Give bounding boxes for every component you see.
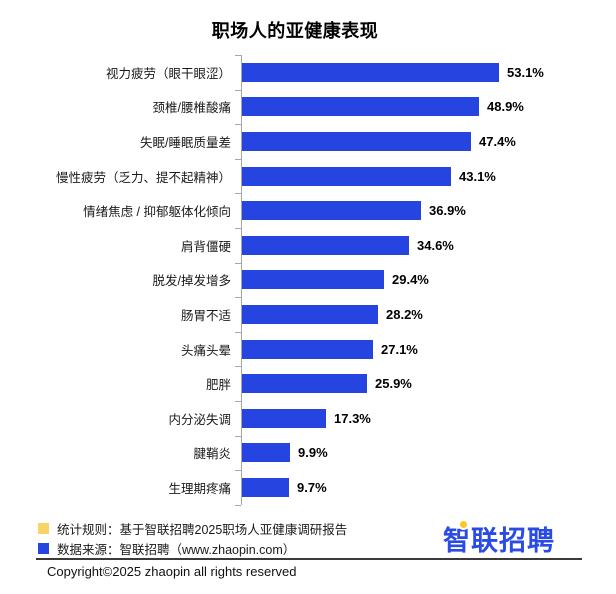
chart-row: 肥胖 25.9% <box>0 366 616 401</box>
bar-chart: 视力疲劳（眼干眼涩） 53.1% 颈椎/腰椎酸痛 48.9% 失眠/睡眠质量差 47.4%… <box>0 55 616 506</box>
bar <box>242 374 367 394</box>
axis-tick <box>235 331 241 333</box>
value-label: 9.7% <box>297 479 327 495</box>
bar-track: 17.3% <box>241 400 616 436</box>
category-label: 腱鞘炎 <box>193 447 231 462</box>
category-label: 肠胃不适 <box>180 308 231 323</box>
value-label: 27.1% <box>381 341 418 357</box>
chart-row: 情绪焦虑 / 抑郁躯体化倾向 36.9% <box>0 193 616 228</box>
chart-title: 职场人的亚健康表现 <box>211 21 379 41</box>
chart-row: 腱鞘炎 9.9% <box>0 435 616 471</box>
value-label: 53.1% <box>507 64 544 80</box>
source-legend: 统计规则：基于智联招聘2025职场人亚健康调研报告 数据来源：智联招聘（www.… <box>38 519 347 559</box>
value-label: 9.9% <box>298 445 328 461</box>
axis-tick <box>235 435 241 437</box>
category-label: 生理期疼痛 <box>168 481 231 496</box>
legend-item-data-source: 数据来源：智联招聘（www.zhaopin.com） <box>38 539 347 558</box>
legend-label: 统计规则：基于智联招聘2025职场人亚健康调研报告 <box>57 523 348 537</box>
value-label: 36.9% <box>429 203 466 219</box>
footer-divider <box>36 558 582 560</box>
bar <box>242 131 471 151</box>
category-label: 肩背僵硬 <box>180 239 231 254</box>
bar <box>242 408 326 428</box>
bar <box>242 62 499 82</box>
chart-row: 慢性疲劳（乏力、提不起精神） 43.1% <box>0 158 616 194</box>
category-label: 肥胖 <box>205 378 231 393</box>
legend-swatch-blue <box>38 543 49 554</box>
axis-tick <box>235 262 241 264</box>
bar <box>242 166 451 186</box>
axis-tick <box>235 124 241 126</box>
legend-label: 数据来源：智联招聘（www.zhaopin.com） <box>57 543 296 557</box>
chart-row: 内分泌失调 17.3% <box>0 400 616 436</box>
bar <box>242 235 409 255</box>
bar-track: 29.4% <box>241 262 616 298</box>
axis-tick <box>235 55 241 56</box>
category-label: 内分泌失调 <box>168 412 231 427</box>
value-label: 28.2% <box>386 306 423 322</box>
chart-row: 失眠/睡眠质量差 47.4% <box>0 124 616 159</box>
value-label: 29.4% <box>392 272 429 288</box>
chart-row: 肩背僵硬 34.6% <box>0 227 616 263</box>
category-label: 头痛头晕 <box>180 343 231 358</box>
value-label: 17.3% <box>334 410 371 426</box>
bar-track: 47.4% <box>241 124 616 159</box>
bar <box>242 443 290 463</box>
bar-track: 53.1% <box>241 55 616 90</box>
chart-row: 颈椎/腰椎酸痛 48.9% <box>0 89 616 125</box>
chart-row: 视力疲劳（眼干眼涩） 53.1% <box>0 55 616 90</box>
axis-tick <box>235 158 241 160</box>
axis-tick <box>235 366 241 368</box>
chart-row: 脱发/掉发增多 29.4% <box>0 262 616 298</box>
axis-tick <box>235 470 241 472</box>
bar-track: 34.6% <box>241 227 616 263</box>
bar <box>242 97 479 117</box>
value-label: 34.6% <box>417 237 454 253</box>
bar-track: 36.9% <box>241 193 616 228</box>
bar-track: 27.1% <box>241 331 616 367</box>
axis-tick <box>235 504 241 506</box>
bar <box>242 270 384 290</box>
chart-row: 头痛头晕 27.1% <box>0 331 616 367</box>
category-label: 慢性疲劳（乏力、提不起精神） <box>55 170 231 185</box>
category-label: 颈椎/腰椎酸痛 <box>152 101 231 116</box>
category-label: 脱发/掉发增多 <box>152 274 231 289</box>
bar-track: 43.1% <box>241 158 616 194</box>
bar-track: 9.7% <box>241 470 616 505</box>
category-label: 失眠/睡眠质量差 <box>140 135 231 150</box>
bar-track: 48.9% <box>241 89 616 125</box>
legend-swatch-yellow <box>38 523 49 534</box>
value-label: 47.4% <box>479 133 516 149</box>
axis-tick <box>235 228 241 229</box>
copyright-text: Copyright©2025 zhaopin all rights reserv… <box>47 564 297 579</box>
axis-tick <box>235 193 241 195</box>
chart-row: 肠胃不适 28.2% <box>0 297 616 332</box>
bar <box>242 201 421 221</box>
value-label: 25.9% <box>375 376 412 392</box>
legend-item-stat-rule: 统计规则：基于智联招聘2025职场人亚健康调研报告 <box>38 519 347 538</box>
bar <box>242 339 373 359</box>
value-label: 43.1% <box>459 168 496 184</box>
bar-track: 9.9% <box>241 435 616 471</box>
category-label: 情绪焦虑 / 抑郁躯体化倾向 <box>83 205 231 220</box>
category-label: 视力疲劳（眼干眼涩） <box>105 66 231 81</box>
bar <box>242 304 378 324</box>
bar <box>242 477 289 497</box>
axis-tick <box>235 89 241 91</box>
value-label: 48.9% <box>487 99 524 115</box>
zhaopin-logo: 智联招聘 <box>443 519 555 558</box>
bar-track: 25.9% <box>241 366 616 401</box>
logo-yellow-dot-icon <box>458 519 469 530</box>
axis-tick <box>235 401 241 402</box>
logo-text: 智联招聘 <box>443 526 555 556</box>
axis-tick <box>235 297 241 299</box>
chart-row: 生理期疼痛 9.7% <box>0 470 616 505</box>
bar-track: 28.2% <box>241 297 616 332</box>
